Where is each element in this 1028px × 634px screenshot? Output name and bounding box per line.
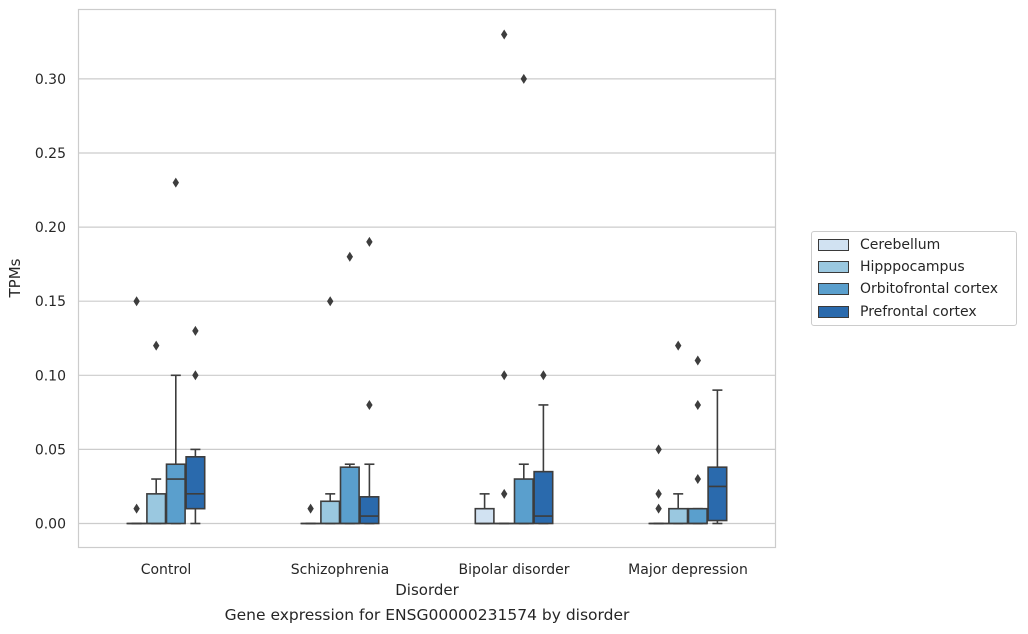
outlier-point <box>540 370 547 381</box>
outlier-point <box>694 355 701 366</box>
legend-item-cerebellum: Cerebellum <box>818 235 940 255</box>
box-group <box>533 370 554 525</box>
chart-title: Gene expression for ENSG00000231574 by d… <box>224 606 630 624</box>
box-group <box>339 251 360 525</box>
legend-label: Prefrontal cortex <box>860 304 977 320</box>
outlier-point <box>327 296 334 307</box>
box-group <box>513 73 534 525</box>
legend-swatch <box>818 283 849 295</box>
box <box>185 456 206 510</box>
x-tick-labels: Control Schizophrenia Bipolar disorder Majo… <box>141 562 748 578</box>
legend-swatch <box>818 261 849 273</box>
box <box>320 500 341 525</box>
y-tick-labels: 0.00 0.05 0.10 0.15 0.20 0.25 0.30 <box>35 72 66 533</box>
outlier-point <box>694 399 701 410</box>
y-tick-label: 0.05 <box>35 442 66 458</box>
box-group <box>320 296 341 525</box>
x-axis-label: Disorder <box>395 581 459 599</box>
outlier-point <box>655 444 662 455</box>
box-group <box>300 503 321 525</box>
box <box>359 496 380 525</box>
outlier-point <box>172 177 179 188</box>
legend-item-prefrontal-cortex: Prefrontal cortex <box>818 302 977 322</box>
outlier-point <box>694 474 701 485</box>
outlier-point <box>366 236 373 247</box>
box <box>339 466 360 525</box>
outlier-point <box>655 488 662 499</box>
box <box>513 478 534 525</box>
box-group <box>126 296 147 525</box>
outlier-point <box>133 503 140 514</box>
outlier-point <box>133 296 140 307</box>
outlier-point <box>307 503 314 514</box>
y-tick-label: 0.10 <box>35 368 66 384</box>
grid-lines <box>79 78 775 525</box>
legend: Cerebellum Hipppocampus Orbitofrontal co… <box>811 231 1017 326</box>
outlier-point <box>655 503 662 514</box>
y-tick-label: 0.00 <box>35 517 66 533</box>
y-tick-label: 0.20 <box>35 220 66 236</box>
box <box>146 493 167 525</box>
x-tick-label: Major depression <box>628 562 748 578</box>
legend-swatch <box>818 239 849 251</box>
outlier-point <box>192 325 199 336</box>
outlier-point <box>501 370 508 381</box>
box-group <box>494 29 515 525</box>
box <box>668 507 689 525</box>
y-tick-label: 0.30 <box>35 72 66 88</box>
legend-item-hipppocampus: Hipppocampus <box>818 257 965 277</box>
box-group <box>648 444 669 525</box>
box-group <box>474 493 495 525</box>
legend-label: Cerebellum <box>860 237 941 253</box>
outlier-point <box>346 251 353 262</box>
box <box>707 466 728 522</box>
box <box>474 507 495 525</box>
legend-item-orbitofrontal-cortex: Orbitofrontal cortex <box>818 279 998 299</box>
outlier-point <box>501 29 508 40</box>
legend-label: Hipppocampus <box>860 259 965 275</box>
outlier-point <box>520 73 527 84</box>
box-group <box>165 177 186 525</box>
box <box>687 507 708 525</box>
y-axis-label: TPMs <box>6 258 24 298</box>
y-tick-label: 0.25 <box>35 146 66 162</box>
outlier-point <box>501 488 508 499</box>
box-group <box>359 236 380 525</box>
box-group <box>687 355 708 525</box>
outlier-point <box>366 399 373 410</box>
box-group <box>146 340 167 525</box>
x-tick-label: Bipolar disorder <box>458 562 569 578</box>
outlier-point <box>675 340 682 351</box>
outlier-point <box>192 370 199 381</box>
plot-frame <box>77 8 777 549</box>
legend-swatch <box>818 306 849 318</box>
x-tick-label: Control <box>141 562 192 578</box>
legend-label: Orbitofrontal cortex <box>860 281 998 297</box>
y-tick-label: 0.15 <box>35 294 66 310</box>
box <box>165 463 186 525</box>
box-marks <box>126 29 728 525</box>
x-tick-label: Schizophrenia <box>291 562 389 578</box>
box-group <box>668 340 689 525</box>
box-group <box>707 389 728 525</box>
box-group <box>185 325 206 525</box>
box <box>533 470 554 525</box>
outlier-point <box>153 340 160 351</box>
